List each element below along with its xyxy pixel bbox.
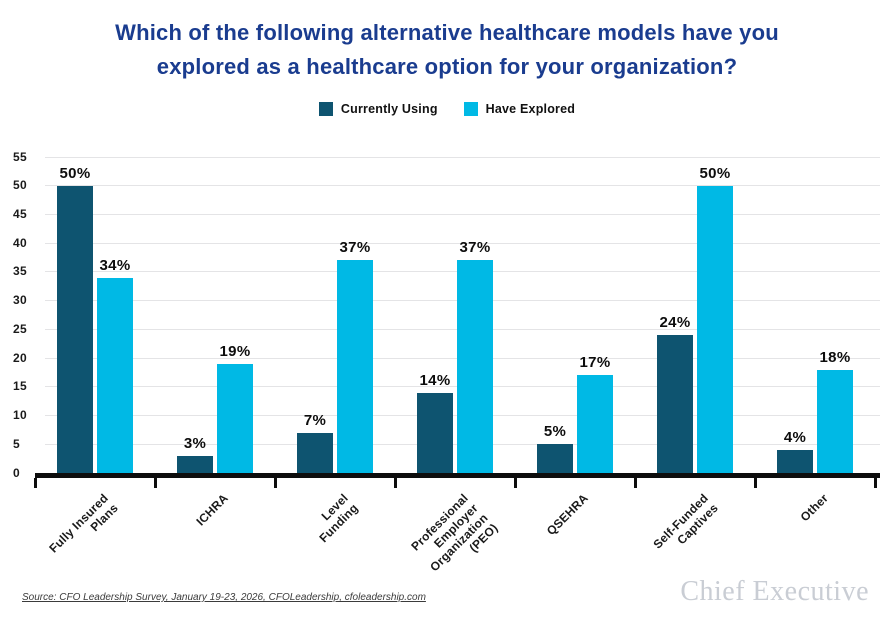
bar-have-explored — [457, 260, 493, 473]
bar-value-label: 50% — [59, 164, 91, 182]
gridline — [45, 213, 880, 215]
bar-currently-using — [57, 185, 93, 473]
y-tick-label: 20 — [13, 350, 27, 365]
gridline — [45, 185, 880, 187]
bar-have-explored — [817, 369, 853, 473]
chart-legend: Currently Using Have Explored — [0, 102, 894, 116]
legend-label-have-explored: Have Explored — [485, 102, 576, 116]
bar-currently-using — [777, 450, 813, 473]
bar-have-explored — [97, 277, 133, 473]
bar-have-explored — [217, 363, 253, 473]
source-note: Source: CFO Leadership Survey, January 1… — [22, 592, 426, 603]
bar-have-explored — [577, 375, 613, 473]
bar-currently-using — [537, 444, 573, 473]
bar-value-label: 19% — [219, 342, 251, 360]
bar-value-label: 34% — [99, 256, 131, 274]
x-axis-line — [35, 473, 880, 478]
bar-value-label: 5% — [543, 423, 567, 441]
x-category-label: Fully Insured Plans — [46, 491, 121, 556]
y-tick-label: 40 — [13, 235, 27, 250]
y-tick-label: 0 — [13, 465, 20, 480]
bar-value-label: 7% — [303, 411, 327, 429]
bar-currently-using — [177, 455, 213, 473]
x-axis-tick — [514, 478, 517, 488]
y-tick-label: 25 — [13, 321, 27, 336]
x-axis-tick — [874, 478, 877, 488]
y-tick-label: 35 — [13, 264, 27, 279]
bar-currently-using — [297, 432, 333, 473]
x-axis-tick — [154, 478, 157, 488]
x-axis-tick — [394, 478, 397, 488]
bar-value-label: 18% — [819, 348, 851, 366]
bar-value-label: 37% — [459, 239, 491, 257]
y-tick-label: 45 — [13, 206, 27, 221]
brand-logo: Chief Executive — [680, 576, 869, 607]
bar-value-label: 4% — [783, 429, 807, 447]
bar-chart: 0 5 10 15 20 25 30 35 40 45 50 55 50% 34% Fully Insure… — [0, 140, 894, 600]
bar-currently-using — [657, 335, 693, 473]
x-axis-tick — [34, 478, 37, 488]
chart-title-line-2: explored as a healthcare option for your… — [156, 54, 738, 80]
bar-currently-using — [417, 392, 453, 473]
chart-title: Which of the following alternative healt… — [0, 16, 894, 84]
y-tick-label: 5 — [13, 436, 20, 451]
y-tick-label: 55 — [13, 149, 27, 164]
bar-value-label: 3% — [183, 434, 207, 452]
x-axis-tick — [274, 478, 277, 488]
legend-swatch-have-explored — [463, 102, 478, 116]
x-axis-tick — [754, 478, 757, 488]
bar-value-label: 50% — [699, 164, 731, 182]
y-tick-label: 10 — [13, 408, 27, 423]
bar-value-label: 37% — [339, 239, 371, 257]
x-axis-tick — [634, 478, 637, 488]
legend-item-have-explored: Have Explored — [463, 102, 576, 116]
bar-have-explored — [697, 185, 733, 473]
y-tick-label: 15 — [13, 379, 27, 394]
gridline — [45, 242, 880, 244]
bar-value-label: 24% — [659, 314, 691, 332]
y-tick-label: 30 — [13, 293, 27, 308]
gridline — [45, 156, 880, 158]
bar-value-label: 17% — [579, 354, 611, 372]
legend-label-currently-using: Currently Using — [340, 102, 438, 116]
y-tick-label: 50 — [13, 178, 27, 193]
chart-title-line-1: Which of the following alternative healt… — [115, 20, 779, 45]
legend-swatch-currently-using — [318, 102, 333, 116]
legend-item-currently-using: Currently Using — [318, 102, 438, 116]
bar-value-label: 14% — [419, 371, 451, 389]
bar-have-explored — [337, 260, 373, 473]
